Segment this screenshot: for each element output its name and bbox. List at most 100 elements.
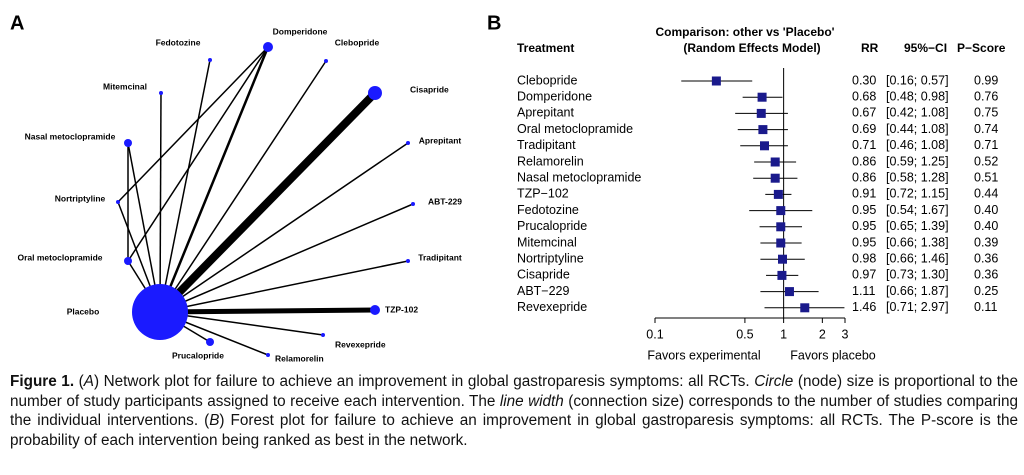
rr: 0.98 bbox=[852, 251, 876, 265]
node-label: TZP-102 bbox=[385, 304, 418, 314]
ci: [0.71; 2.97] bbox=[886, 300, 949, 314]
x-tick-label: 2 bbox=[819, 327, 826, 341]
treatment: Aprepitant bbox=[517, 106, 575, 120]
caption-text: Circle bbox=[754, 373, 794, 390]
axis-label: Favors experimental bbox=[647, 348, 760, 362]
node bbox=[124, 257, 132, 265]
column-header: 95%−CI bbox=[904, 41, 947, 55]
p-score: 0.25 bbox=[974, 284, 998, 298]
caption: Figure 1. (A) Network plot for failure t… bbox=[10, 372, 1018, 450]
caption-text: ) Forest plot for failure to achieve an … bbox=[10, 412, 1019, 449]
estimate bbox=[756, 108, 766, 118]
estimate bbox=[776, 206, 786, 216]
node bbox=[406, 141, 410, 145]
estimate bbox=[776, 238, 786, 248]
node bbox=[266, 353, 270, 357]
caption-text: B bbox=[209, 412, 220, 429]
rr: 0.95 bbox=[852, 203, 876, 217]
figure: A B Comparison: other vs 'Placebo' (Rand… bbox=[10, 12, 1006, 363]
ci: [0.46; 1.08] bbox=[886, 138, 949, 152]
node-label: Nasal metoclopramide bbox=[25, 131, 116, 141]
treatment: Cisapride bbox=[517, 268, 570, 282]
estimate bbox=[777, 270, 787, 280]
forest-title: Comparison: other vs 'Placebo' bbox=[655, 25, 834, 39]
estimate bbox=[773, 189, 783, 199]
caption-label: Figure 1. bbox=[10, 373, 75, 390]
x-tick-label: 1 bbox=[780, 327, 787, 341]
node-label: Mitemcinal bbox=[103, 81, 147, 91]
node-label: ABT-229 bbox=[428, 196, 462, 206]
ci: [0.44; 1.08] bbox=[886, 122, 949, 136]
rr: 0.67 bbox=[852, 106, 876, 120]
edge bbox=[159, 60, 327, 313]
p-score: 0.74 bbox=[974, 122, 998, 136]
treatment: Mitemcinal bbox=[517, 235, 577, 249]
treatment: TZP−102 bbox=[517, 187, 569, 201]
estimate bbox=[784, 287, 794, 297]
rr: 1.46 bbox=[852, 300, 876, 314]
panel-label: B bbox=[487, 12, 501, 34]
node bbox=[368, 86, 382, 100]
ci: [0.16; 0.57] bbox=[886, 73, 949, 87]
rr: 0.95 bbox=[852, 219, 876, 233]
p-score: 0.11 bbox=[974, 300, 997, 314]
ci: [0.42; 1.08] bbox=[886, 106, 949, 120]
node-label: Relamorelin bbox=[275, 353, 324, 363]
rr: 1.11 bbox=[852, 284, 875, 298]
node-label: Tradipitant bbox=[418, 252, 462, 262]
column-header: RR bbox=[861, 41, 879, 55]
panel-label: A bbox=[10, 12, 24, 34]
column-header: P−Score bbox=[957, 41, 1006, 55]
node bbox=[411, 202, 415, 206]
edge bbox=[159, 307, 376, 315]
rr: 0.91 bbox=[852, 187, 876, 201]
edge bbox=[159, 92, 162, 313]
edge bbox=[159, 59, 211, 313]
x-tick-label: 0.5 bbox=[736, 327, 753, 341]
node bbox=[370, 305, 380, 315]
node bbox=[132, 284, 188, 340]
node bbox=[116, 200, 120, 204]
rr: 0.95 bbox=[852, 235, 876, 249]
treatment: Relamorelin bbox=[517, 154, 584, 168]
estimate bbox=[778, 254, 787, 264]
node bbox=[406, 259, 410, 263]
treatment: Nasal metoclopramide bbox=[517, 170, 641, 184]
ci: [0.66; 1.38] bbox=[886, 235, 949, 249]
rr: 0.86 bbox=[852, 170, 876, 184]
edge bbox=[117, 46, 269, 203]
node-label: Domperidone bbox=[273, 26, 328, 36]
forest-subtitle: (Random Effects Model) bbox=[683, 41, 820, 55]
caption-text: (node) size is proportional to the numbe… bbox=[10, 373, 1019, 410]
node-label: Revexepride bbox=[335, 339, 386, 349]
treatment: Domperidone bbox=[517, 89, 592, 103]
edge bbox=[159, 203, 414, 313]
p-score: 0.76 bbox=[974, 89, 998, 103]
node-label: Fedotozine bbox=[156, 37, 201, 47]
caption-text: ( bbox=[74, 373, 84, 390]
node bbox=[124, 139, 132, 147]
edge bbox=[127, 46, 269, 262]
p-score: 0.52 bbox=[974, 154, 998, 168]
node-label: Clebopride bbox=[335, 37, 380, 47]
column-header: Treatment bbox=[517, 41, 574, 55]
ci: [0.58; 1.28] bbox=[886, 170, 949, 184]
caption-text: A bbox=[83, 373, 94, 390]
node bbox=[324, 59, 328, 63]
treatment: Prucalopride bbox=[517, 219, 587, 233]
estimate bbox=[770, 157, 780, 167]
estimate bbox=[758, 125, 768, 135]
node-label: Prucalopride bbox=[172, 350, 224, 360]
p-score: 0.36 bbox=[974, 251, 998, 265]
ci: [0.73; 1.30] bbox=[886, 268, 949, 282]
axis-label: Favors placebo bbox=[790, 348, 876, 362]
node bbox=[159, 91, 163, 95]
node-label: Oral metoclopramide bbox=[17, 252, 102, 262]
estimate bbox=[776, 222, 786, 232]
ci: [0.66; 1.46] bbox=[886, 251, 949, 265]
edge bbox=[159, 260, 409, 313]
ci: [0.72; 1.15] bbox=[886, 187, 949, 201]
ci: [0.66; 1.87] bbox=[886, 284, 949, 298]
p-score: 0.99 bbox=[974, 73, 998, 87]
